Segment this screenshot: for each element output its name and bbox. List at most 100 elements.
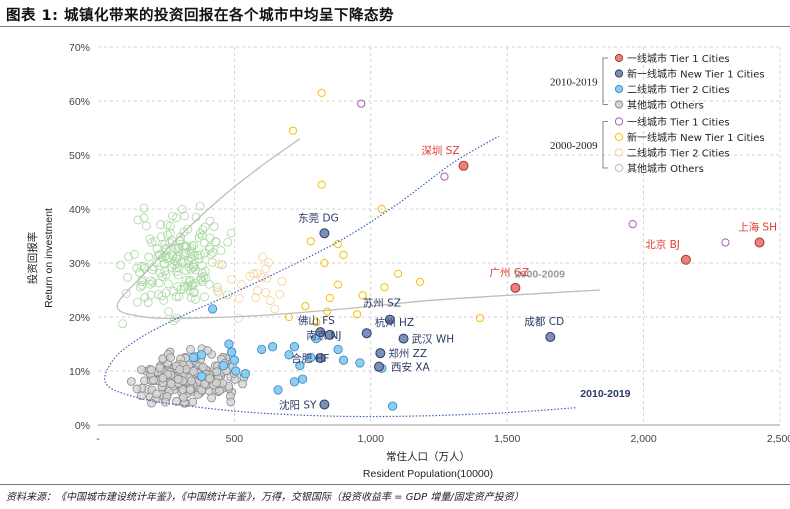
others-2019-point [200,379,210,389]
others-2009-point [196,275,206,285]
legend-marker [614,117,624,126]
newtier1-2009-point [301,302,310,311]
others-2009-point [140,292,150,302]
legend-label: 其他城市 Others [627,162,704,175]
others-2009-point [183,224,193,234]
trend-lines: 2000-2009 2010-2019 [104,135,631,418]
others-2009-point [209,222,219,232]
others-2009-point [176,232,186,242]
x-axis-title-cn: 常住人口（万人） [386,450,470,463]
tier2-2009-point [258,252,268,262]
x-tick-label: 2,500 [767,433,790,445]
others-2009-point [207,258,217,267]
others-2019-point [137,391,146,401]
y-axis-title-cn: 投资回报率 [26,232,39,285]
newtier1-2009-point [393,269,403,278]
others-2019-point [212,367,222,377]
city-point [398,333,409,344]
others-2009-point [223,237,233,247]
others-2009-point [199,272,209,281]
others-2009-point [171,292,181,302]
others-2009-point [168,211,177,221]
others-2009-point [159,296,169,305]
tier2-2019-point [267,342,278,352]
tier2-2009-point [245,271,255,281]
y-tick-label: 40% [69,204,90,216]
legend-bracket [602,121,608,169]
others-2019-point [226,397,236,407]
others-2009-point [146,276,156,286]
others-2009-point [116,260,126,270]
others-2009-point [194,233,204,242]
others-2019-point [132,384,142,394]
others-2009-point [165,228,175,238]
others-2009-point [124,252,133,262]
others-2009-point [139,213,149,223]
others-2009-point [162,220,172,230]
others-2009-point [211,237,221,247]
newtier1-2009-point [320,258,329,268]
city-label: 成都 CD [524,316,564,328]
city-point [315,327,326,338]
city-point [319,228,330,239]
tier2-2019-point [227,347,237,357]
others-2019-point [186,345,195,354]
others-2019-point [173,374,183,384]
labeled-points: 深圳 SZ 上海 SH 北京 BJ 广州 GZ 东莞 DG 苏州 SZ 成都 CD 佛山 FS… [279,145,777,412]
others-2009-point [189,240,199,250]
y-axis-title-en: Return on investment [43,208,55,308]
tier2-2009-point [253,286,262,296]
city-point [384,314,395,325]
city-point [361,328,372,339]
others-2009-point [152,258,162,267]
others-2009-point [170,256,180,266]
tier2-2019-point [257,344,267,355]
others-2009-point [135,282,145,292]
tier2-2009-point [264,258,274,267]
legend-label: 其他城市 Others [627,98,704,111]
others-2009-point [118,319,128,329]
others-2009-point [168,236,177,246]
legend-marker [614,53,624,63]
others-2009-point [197,261,207,271]
tier2-2019-point [231,366,241,376]
newtier1-2009-point [380,283,389,292]
tier1-2009-point [628,220,637,229]
others-2009-point [132,263,142,273]
axes: 0% 10% 20% 30% 40% 50% 60% 70% - 500 1,000 1,500 2,0… [69,42,790,445]
city-point [680,254,691,265]
others-2009-point [139,203,149,213]
others-2009-point [193,250,202,260]
city-label: 东莞 DG [298,211,339,224]
others-2009-point [190,288,200,297]
tier2-2009-point [270,304,280,314]
grid [98,46,781,425]
tier2-2019-point [387,401,398,411]
city-point [315,353,326,364]
others-2009-point [156,232,166,242]
tier2-2019-point [306,352,316,363]
others-2019-point [166,379,176,389]
others-2019-point [149,375,158,385]
newtier1-2009-point [312,318,321,327]
others-2019-point [179,392,188,402]
legend-marker [614,84,624,94]
tier2-2019-point [207,304,218,314]
others-2019-point [152,389,161,399]
title-divider [0,26,790,27]
tier2-2009-point [257,272,267,282]
others-2009-point [179,285,189,294]
others-2009-point [169,316,179,326]
others-2009-point [174,292,184,301]
others-2019-point [126,377,136,386]
x-tick-label: 1,500 [494,433,520,445]
others-2009-point [148,265,157,275]
legend-marker [614,132,624,142]
city-label: 南京 NJ [306,329,341,342]
tier2-2019-point [197,371,207,382]
newtier1-2009-point [377,204,386,214]
others-2019-point [147,365,156,375]
city-point [754,237,765,248]
y-tick-label: 0% [75,420,90,432]
others-2009-point [186,293,196,303]
